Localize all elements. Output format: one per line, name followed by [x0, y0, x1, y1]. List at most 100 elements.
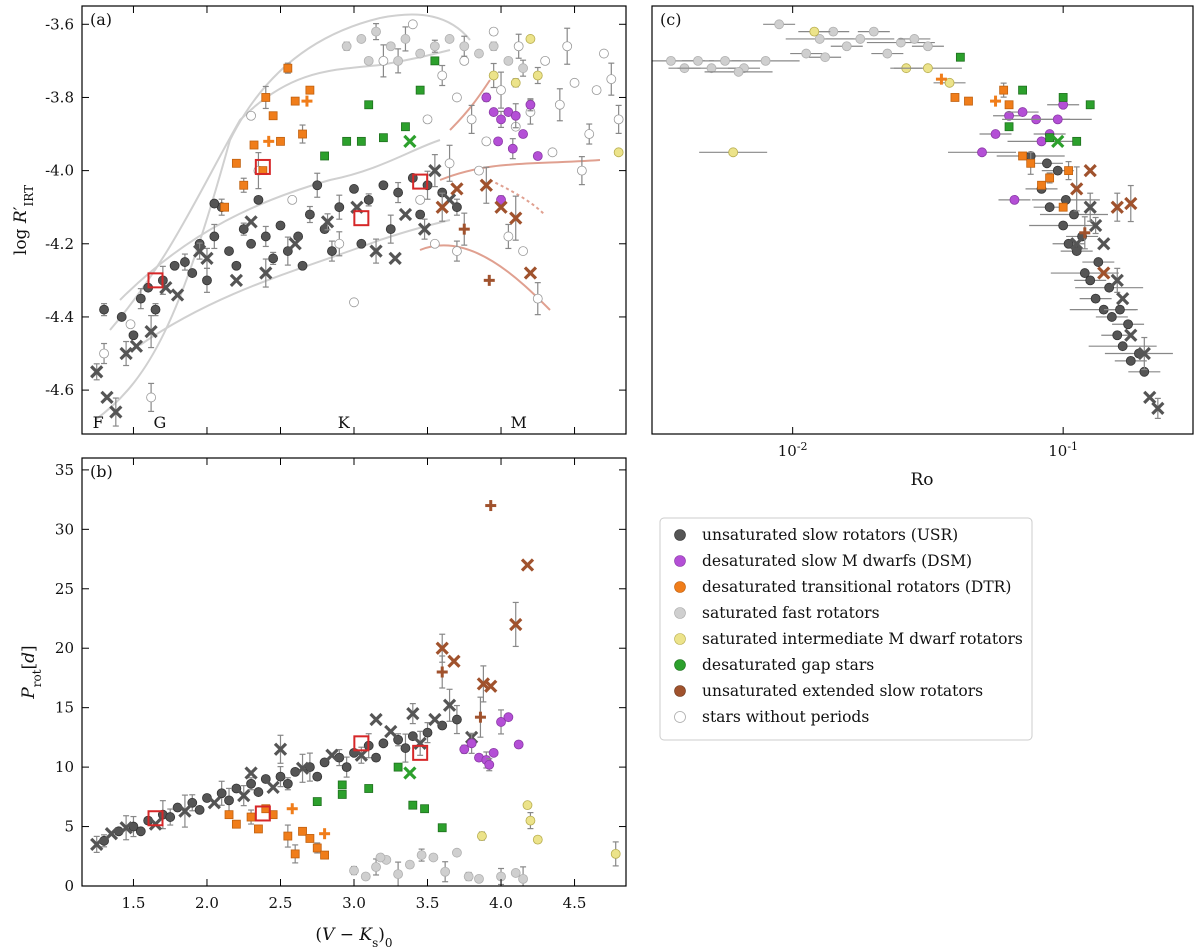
legend-entry-sat-int: saturated intermediate M dwarf rotators: [674, 630, 1023, 648]
usr-x-point-19: [244, 766, 258, 780]
legend-label-dsm: desaturated slow M dwarfs (DSM): [702, 552, 972, 570]
usr-x-point-14: [428, 163, 442, 178]
usr-x-point-7: [266, 780, 280, 794]
sat-fast-point-3: [385, 41, 396, 52]
gap-point-1: [1004, 122, 1014, 132]
gap-point-3: [364, 784, 374, 793]
panel-a-axes: -3.6 -3.8 -4.0 -4.2 -4.4 -4.6: [45, 6, 626, 434]
sat-fast-point-2: [371, 26, 381, 37]
sat-fast-point-14: [393, 55, 404, 66]
usr-x-point-4: [144, 324, 158, 339]
ext-slow-x-point-5: [523, 266, 538, 280]
usr-point-17: [1093, 257, 1104, 267]
gap-point-5: [401, 122, 410, 132]
gap-point-3: [364, 100, 374, 110]
gap-point-4: [1058, 93, 1068, 102]
sat-int-point-2: [532, 70, 543, 81]
usr-x-point-7: [229, 273, 244, 287]
usr-point-24: [452, 714, 462, 725]
panel-a-tracks: [94, 13, 601, 421]
panel-a-tag: (a): [90, 10, 112, 29]
sat-fast-point-14: [882, 48, 893, 59]
dsm-point-10: [496, 194, 506, 205]
dtr-plus-point-1: [319, 828, 331, 840]
usr-point-29: [231, 260, 242, 271]
sat-fast-point-10: [488, 41, 499, 52]
usr-point-18: [334, 202, 345, 213]
usr-x-point-17: [369, 712, 383, 727]
dsm-point-1: [1004, 110, 1014, 121]
dtr-point-0: [224, 810, 234, 820]
ext-slow-x-point-1: [447, 654, 461, 668]
dtr-point-10: [305, 85, 315, 95]
no-period-point-27: [518, 246, 528, 256]
usr-point-14: [1052, 165, 1063, 176]
usr-point-6: [1079, 268, 1090, 278]
sat-int-point-1: [522, 800, 533, 811]
no-period-point-6: [334, 238, 345, 249]
gap-x-point-0: [403, 134, 417, 148]
sat-int-point-0: [510, 77, 521, 88]
dtr-point-11: [305, 834, 315, 843]
sat-fast-point-2: [693, 55, 703, 66]
dsm-point-4: [510, 110, 521, 121]
usr-x-point-12: [369, 244, 383, 258]
usr-x-point-0: [1088, 218, 1103, 233]
panel-c-xtick-label-1: 10-1: [1048, 440, 1078, 461]
no-period-point-36: [513, 41, 524, 52]
legend-entry-ext-slow: unsaturated extended slow rotators: [674, 682, 983, 700]
ext-slow-x-point-4: [509, 617, 523, 632]
sat-int-point-0: [728, 147, 739, 158]
track-red-dotted: [489, 179, 546, 216]
sat-fast-point-8: [459, 41, 470, 52]
sat-fast-point-6: [760, 55, 771, 66]
dsm-point-6: [484, 759, 495, 770]
gap-point-0: [955, 52, 965, 62]
sat-fast-point-15: [895, 37, 906, 48]
usr-point-31: [297, 260, 308, 271]
usr-point-19: [349, 184, 359, 194]
usr-x-point-11: [384, 724, 398, 739]
gap-point-6: [1085, 100, 1095, 110]
usr-point-22: [393, 187, 404, 198]
usr-point-12: [275, 771, 286, 782]
usr-point-28: [224, 795, 234, 806]
usr-x-point-3: [148, 817, 163, 831]
dsm-point-0: [459, 744, 470, 755]
usr-x-point-8: [295, 761, 310, 775]
sat-fast-point-10: [463, 871, 474, 882]
dtr-point-2: [239, 180, 249, 190]
dtr-point-4: [1026, 158, 1036, 168]
usr-point-11: [1112, 330, 1123, 341]
legend-marker-ext-slow: [674, 685, 686, 697]
dtr-point-0: [220, 202, 230, 212]
panel-a-marks: [90, 19, 624, 427]
ext-slow-plus-point-1: [485, 500, 497, 512]
sat-int-point-3: [613, 147, 624, 158]
panel-b-ytick-label-7: 35: [55, 461, 74, 479]
usr-x-point-5: [170, 288, 185, 302]
ext-slow-x-point-2: [479, 178, 493, 192]
usr-x-point-10: [354, 748, 368, 762]
highlight-point-2: [353, 735, 370, 752]
ext-slow-x-point-0: [435, 641, 449, 655]
highlight-point-1: [254, 158, 271, 175]
no-period-point-13: [481, 136, 492, 147]
track-red-2: [439, 159, 601, 181]
dsm-point-5: [518, 129, 528, 139]
gap-point-7: [430, 56, 440, 66]
panel-a-ytick-label-4: -4.4: [45, 308, 74, 326]
no-period-point-3: [246, 110, 256, 121]
legend-entry-sat-fast: saturated fast rotators: [674, 604, 880, 622]
no-period-point-20: [584, 129, 595, 139]
dtr-point-8: [1064, 166, 1073, 176]
usr-point-30: [282, 778, 293, 789]
sat-fast-point-14: [518, 873, 528, 884]
panel-b-ytick-label-2: 10: [55, 758, 74, 776]
panel-b-marks: [90, 500, 621, 886]
usr-x-point-17: [388, 251, 402, 266]
no-period-point-9: [407, 19, 418, 30]
panel-a-ytick-label-5: -4.6: [45, 381, 74, 399]
no-period-point-29: [429, 238, 440, 249]
